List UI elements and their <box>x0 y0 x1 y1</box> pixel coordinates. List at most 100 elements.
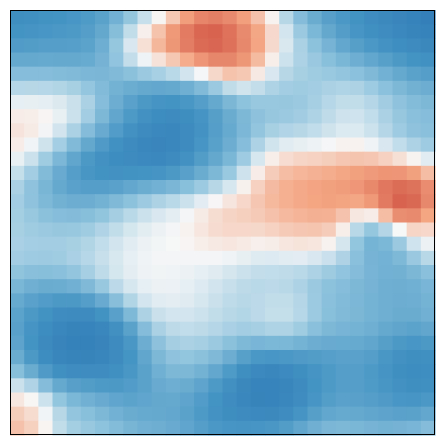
heatmap-cell <box>24 350 39 365</box>
heatmap-cell <box>222 52 238 68</box>
heatmap-cell <box>38 279 54 294</box>
heatmap-cell <box>66 250 82 266</box>
heatmap-cell <box>123 80 139 96</box>
heatmap-cell <box>364 10 379 25</box>
heatmap-cell <box>194 52 209 68</box>
heatmap-cell <box>24 180 39 195</box>
heatmap-cell <box>208 137 224 153</box>
heatmap-cell <box>222 137 238 153</box>
heatmap-cell <box>350 208 365 224</box>
heatmap-cell <box>66 109 82 124</box>
heatmap-cell <box>137 180 153 195</box>
heatmap-cell <box>250 307 266 323</box>
heatmap-cell <box>165 123 181 139</box>
heatmap-cell <box>321 378 337 394</box>
heatmap-cell <box>420 250 436 266</box>
heatmap-cell <box>364 137 379 153</box>
heatmap-cell <box>279 350 294 365</box>
heatmap-cell <box>307 95 323 110</box>
heatmap-cell <box>350 279 365 294</box>
heatmap-cell <box>165 392 181 408</box>
heatmap-cell <box>123 250 139 266</box>
heatmap-cell <box>378 95 394 110</box>
heatmap-cell <box>24 406 39 422</box>
heatmap-cell <box>194 279 209 294</box>
heatmap-cell <box>307 392 323 408</box>
heatmap-cell <box>378 236 394 252</box>
heatmap-cell <box>194 350 209 365</box>
heatmap-cell <box>420 151 436 167</box>
plot-border <box>10 10 435 435</box>
heatmap-cell <box>350 10 365 25</box>
heatmap-cell <box>95 420 110 436</box>
heatmap-cell <box>180 180 195 195</box>
heatmap-cell <box>420 38 436 54</box>
heatmap-cell <box>321 165 337 181</box>
heatmap-cell <box>109 236 124 252</box>
heatmap-cell <box>335 335 351 351</box>
heatmap-cell <box>10 335 25 351</box>
heatmap-cell <box>109 95 124 110</box>
heatmap-cell <box>151 194 167 209</box>
heatmap-cell <box>265 236 280 252</box>
heatmap-cell <box>52 180 68 195</box>
heatmap-cell <box>321 24 337 39</box>
heatmap-cell <box>250 194 266 209</box>
heatmap-cell <box>350 123 365 139</box>
heatmap-cell <box>165 321 181 337</box>
heatmap-cell <box>222 392 238 408</box>
heatmap-cell <box>236 38 252 54</box>
heatmap-cell <box>10 180 25 195</box>
heatmap-cell <box>10 52 25 68</box>
heatmap-cell <box>10 265 25 280</box>
heatmap-cell <box>293 180 309 195</box>
heatmap-cell <box>66 307 82 323</box>
heatmap-cell <box>137 66 153 82</box>
heatmap-cell <box>392 123 408 139</box>
heatmap-cell <box>80 236 96 252</box>
heatmap-cell <box>10 222 25 238</box>
heatmap-cell <box>180 236 195 252</box>
heatmap-cell <box>151 137 167 153</box>
heatmap-cell <box>52 335 68 351</box>
heatmap-cell <box>307 265 323 280</box>
heatmap-cell <box>123 392 139 408</box>
heatmap-cell <box>52 109 68 124</box>
heatmap-cell <box>222 321 238 337</box>
heatmap-cell <box>80 307 96 323</box>
heatmap-cell <box>250 420 266 436</box>
heatmap-cell <box>279 80 294 96</box>
heatmap-cell <box>180 137 195 153</box>
heatmap-cell <box>307 335 323 351</box>
heatmap-cell <box>307 194 323 209</box>
heatmap-cell <box>123 194 139 209</box>
heatmap-cell <box>208 180 224 195</box>
heatmap-cell <box>151 335 167 351</box>
heatmap-cell <box>208 350 224 365</box>
heatmap-cell <box>364 364 379 379</box>
heatmap-cell <box>279 406 294 422</box>
heatmap-cell <box>350 265 365 280</box>
heatmap-cell <box>10 165 25 181</box>
heatmap-cell <box>265 350 280 365</box>
heatmap-cell <box>151 420 167 436</box>
heatmap-cell <box>194 66 209 82</box>
heatmap-cell <box>38 80 54 96</box>
heatmap-cell <box>194 307 209 323</box>
heatmap-cell <box>350 378 365 394</box>
heatmap-cell <box>293 279 309 294</box>
heatmap-cell <box>38 123 54 139</box>
heatmap-cell <box>406 208 422 224</box>
heatmap-cell <box>222 38 238 54</box>
heatmap-cell <box>350 293 365 309</box>
heatmap-cell <box>151 378 167 394</box>
heatmap-cell <box>321 194 337 209</box>
heatmap-cell <box>180 95 195 110</box>
heatmap-cell <box>364 250 379 266</box>
heatmap-cell <box>38 420 54 436</box>
heatmap-cell <box>123 335 139 351</box>
heatmap-cell <box>165 350 181 365</box>
heatmap-cell <box>364 307 379 323</box>
heatmap-cell <box>236 250 252 266</box>
heatmap-cell <box>137 236 153 252</box>
